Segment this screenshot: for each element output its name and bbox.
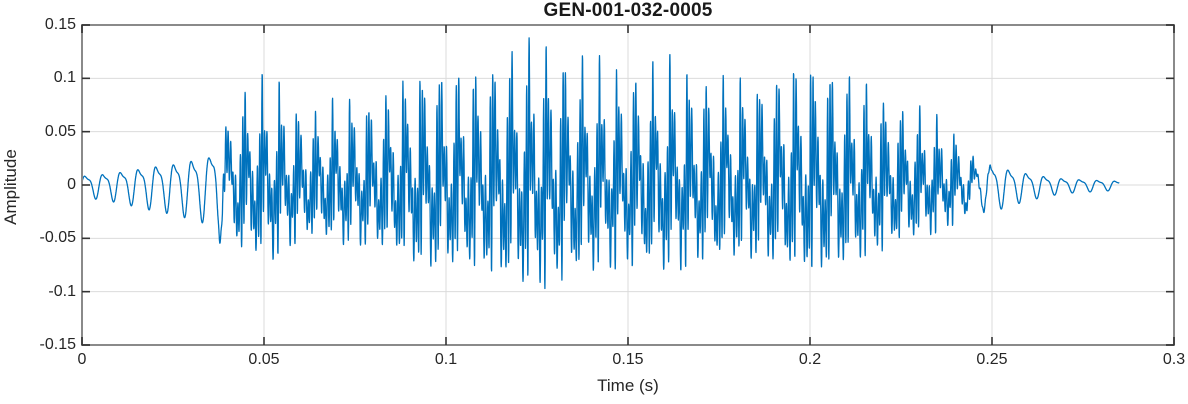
x-tick-label: 0.15 bbox=[612, 351, 644, 368]
y-tick-label: 0 bbox=[67, 176, 76, 193]
x-tick-label: 0.1 bbox=[434, 351, 458, 368]
chart-title: GEN-001-032-0005 bbox=[543, 0, 713, 21]
y-tick-label: -0.05 bbox=[39, 229, 76, 247]
x-tick-label: 0 bbox=[77, 351, 87, 368]
x-tick-label: 0.2 bbox=[798, 351, 822, 368]
y-tick-label: 0.1 bbox=[53, 69, 76, 87]
x-tick-label: 0.25 bbox=[976, 351, 1008, 368]
x-axis-label: Time (s) bbox=[597, 376, 659, 395]
waveform-trace bbox=[81, 37, 1120, 290]
y-tick-label: 0.05 bbox=[44, 122, 76, 140]
x-tick-label: 0.3 bbox=[1162, 351, 1186, 368]
y-tick-label: -0.15 bbox=[39, 336, 76, 353]
y-tick-label: -0.1 bbox=[48, 282, 76, 300]
x-tick-label: 0.05 bbox=[248, 351, 280, 368]
y-tick-label: 0.15 bbox=[44, 16, 76, 33]
